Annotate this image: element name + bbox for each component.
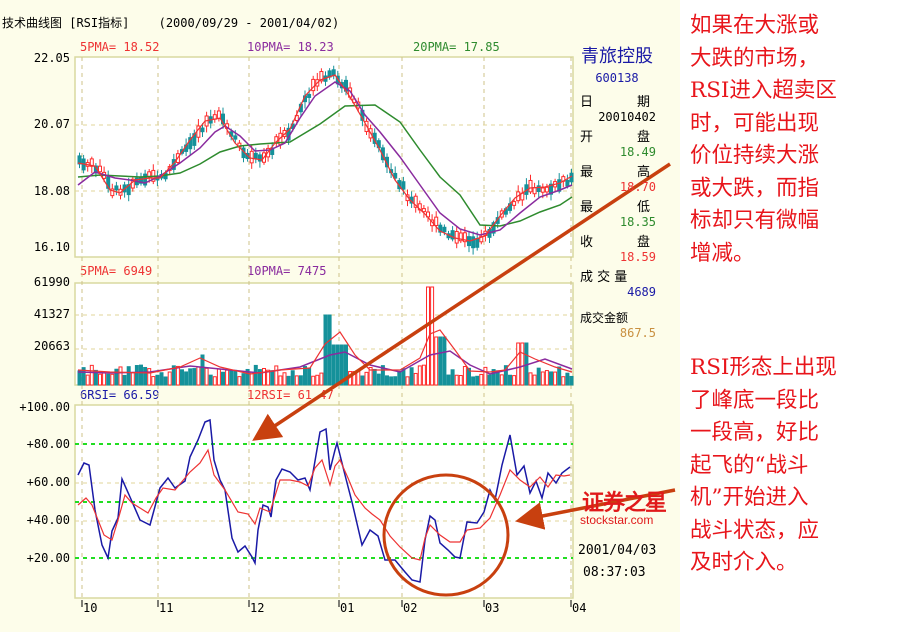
close-value: 18.59 [619, 250, 656, 264]
rsi-reference-lines [75, 443, 573, 559]
rsi-ytick-3: +40.00 [26, 513, 70, 527]
date-value: 20010402 [598, 110, 656, 124]
volume-ma10-line [77, 350, 573, 375]
timestamp-time: 08:37:03 [583, 565, 646, 580]
price-ytick-1: 20.07 [33, 117, 70, 131]
brand-url: stockstar.com [580, 513, 654, 527]
rsi6-label: 6RSI= 66.59 [80, 388, 160, 402]
chart-title-text: 技术曲线图 [RSI指标] [2, 16, 130, 30]
annotation-arrow-bottom [515, 488, 676, 530]
volume-bars [77, 286, 574, 386]
annotation-pattern: RSI形态上出现 了峰底一段比 一段高，好比 起飞的“战斗 机”开始进入 战斗状… [690, 355, 837, 575]
rsi-ytick-1: +80.00 [26, 437, 70, 451]
xtick-03: 03 [485, 601, 500, 615]
x-tick-marks [81, 600, 572, 607]
stock-info-panel: 青旅控股 600138 日期 20010402 开盘 18.49 最高 18.7… [578, 42, 656, 340]
xtick-11: 11 [159, 601, 174, 615]
xtick-01: 01 [340, 601, 355, 615]
price-ma10-line [77, 81, 573, 236]
stock-code: 600138 [595, 71, 639, 85]
price-ma10-label: 10PMA= 18.23 [247, 40, 334, 54]
xtick-02: 02 [403, 601, 418, 615]
open-value: 18.49 [619, 145, 656, 159]
date-label: 日期 [580, 95, 650, 110]
price-ytick-0: 22.05 [33, 51, 70, 65]
amount-value: 867.5 [619, 326, 656, 340]
volume-ytick-0: 61990 [33, 275, 70, 289]
month-gridlines [81, 57, 572, 598]
rsi-ytick-0: +100.00 [19, 400, 70, 414]
price-ma20-label: 20PMA= 17.85 [413, 40, 500, 54]
volume-ma5-line [77, 329, 573, 375]
rsi12-line [77, 448, 571, 561]
annotation-arrow-top [252, 162, 671, 441]
volume-ytick-2: 20663 [33, 339, 70, 353]
low-value: 18.35 [619, 215, 656, 229]
volume-ma10-label: 10PMA= 7475 [247, 264, 327, 278]
chart-title: 技术曲线图 [RSI指标] (2000/09/29 - 2001/04/02) [2, 14, 339, 31]
rsi12-label: 12RSI= 61.47 [247, 388, 334, 402]
price-ma5-line [77, 74, 573, 242]
close-label: 收盘 [580, 235, 650, 250]
volume-label: 成 交 量 [580, 270, 628, 285]
annotation-circle [382, 473, 510, 597]
price-ytick-2: 18.08 [33, 184, 70, 198]
open-label: 开盘 [580, 130, 650, 145]
price-ytick-3: 16.10 [33, 240, 70, 254]
xtick-12: 12 [250, 601, 265, 615]
rsi-ytick-4: +20.00 [26, 551, 70, 565]
rsi-ytick-2: +60.00 [26, 475, 70, 489]
stock-name: 青旅控股 [581, 46, 653, 67]
xtick-04: 04 [572, 601, 587, 615]
high-label: 最高 [580, 165, 650, 180]
price-ma20-line [77, 104, 573, 227]
high-value: 18.70 [619, 180, 656, 194]
volume-value: 4689 [627, 285, 656, 299]
volume-ytick-1: 41327 [33, 307, 70, 321]
chart-canvas [74, 56, 676, 607]
timestamp-date: 2001/04/03 [578, 543, 657, 558]
volume-ma5-label: 5PMA= 6949 [80, 264, 153, 278]
annotation-oversold: 如果在大涨或 大跌的市场， RSI进入超卖区 时，可能出现 价位持续大涨 或大跌… [690, 13, 837, 266]
date-range: (2000/09/29 - 2001/04/02) [158, 16, 340, 30]
price-ma5-label: 5PMA= 18.52 [80, 40, 160, 54]
price-plot-area [74, 56, 574, 258]
brand-logo: 证券之星 [582, 490, 667, 516]
rsi6-line [77, 418, 571, 583]
low-label: 最低 [580, 200, 650, 215]
amount-label: 成交金额 [580, 311, 629, 325]
xtick-10: 10 [83, 601, 98, 615]
